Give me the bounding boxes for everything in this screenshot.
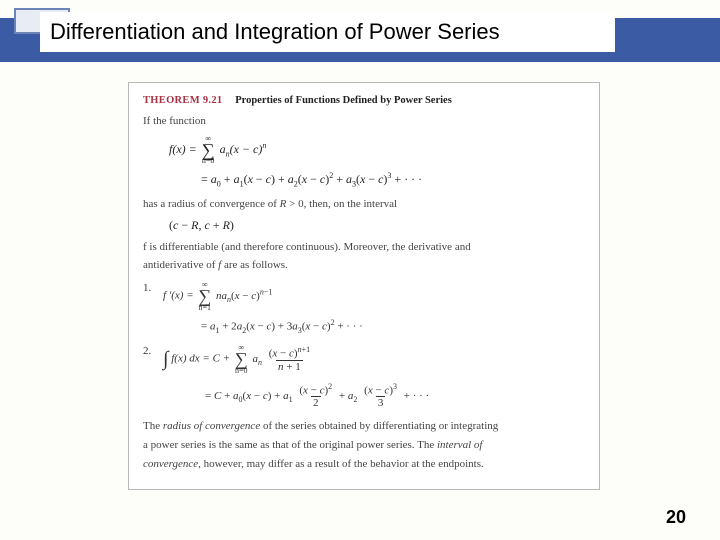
integral-item: 2. ∫ f(x) dx = C + ∞ ∑ n=0 an (x − c)n+1… <box>143 344 585 409</box>
integral-icon: ∫ <box>163 349 168 371</box>
theorem-header: THEOREM 9.21 Properties of Functions Def… <box>143 93 585 108</box>
page-title: Differentiation and Integration of Power… <box>50 19 500 45</box>
derivative-body: f ′(x) = ∞ ∑ n=1 nan(x − c)n−1 = a1 + 2a… <box>163 281 585 336</box>
integral-expanded: = C + a0(x − c) + a1 (x − c)2 2 + a2 (x … <box>205 383 585 410</box>
footer-3a: convergence, <box>143 458 201 470</box>
footer-3b: however, may differ as a result of the b… <box>201 458 484 470</box>
sum-lower-2: n=1 <box>199 304 212 312</box>
summation-symbol-3: ∞ ∑ n=0 <box>235 344 248 374</box>
deriv-term: nan(x − c)n−1 <box>216 290 272 302</box>
footer-line-1: The radius of convergence of the series … <box>143 419 585 434</box>
footer-2b: interval of <box>437 439 483 451</box>
interval-expr: (c − R, c + R) <box>169 217 585 233</box>
sigma-icon: ∑ <box>202 143 215 157</box>
integral-fraction: (x − c)n+1 n + 1 <box>267 346 312 373</box>
integral-formula: ∫ f(x) dx = C + ∞ ∑ n=0 an (x − c)n+1 n … <box>163 344 585 374</box>
integral-body: ∫ f(x) dx = C + ∞ ∑ n=0 an (x − c)n+1 n … <box>163 344 585 409</box>
int-frac-num: (x − c)n+1 <box>267 346 312 360</box>
int-frac-den: n + 1 <box>276 360 303 373</box>
footer-line-3: convergence, however, may differ as a re… <box>143 457 585 472</box>
theorem-if-line: If the function <box>143 114 585 129</box>
theorem-number: THEOREM 9.21 <box>143 95 222 106</box>
diff-text-1: f is differentiable (and therefore conti… <box>143 240 585 255</box>
fprime-lhs: f ′(x) = <box>163 290 196 302</box>
page-number: 20 <box>666 507 686 528</box>
int-exp-frac2: (x − c)3 3 <box>362 383 399 410</box>
int-exp-frac1: (x − c)2 2 <box>297 383 334 410</box>
fx-lhs: f(x) = <box>169 142 200 156</box>
f1-num: (x − c)2 <box>297 383 334 397</box>
header-title-box: Differentiation and Integration of Power… <box>40 12 615 52</box>
sigma-icon-2: ∑ <box>198 289 211 303</box>
footer-2a: a power series is the same as that of th… <box>143 439 437 451</box>
function-definition: f(x) = ∞ ∑ n=0 an(x − c)n <box>169 135 585 165</box>
f2-num: (x − c)3 <box>362 383 399 397</box>
series-term: an(x − c)n <box>220 142 267 156</box>
sigma-icon-3: ∑ <box>235 352 248 366</box>
sum-lower-3: n=0 <box>235 367 248 375</box>
footer-1c: of the series obtained by differentiatin… <box>260 420 498 432</box>
footer-1a: The <box>143 420 163 432</box>
derivative-expanded: = a1 + 2a2(x − c) + 3a3(x − c)2 + · · · <box>201 318 585 337</box>
summation-symbol-2: ∞ ∑ n=1 <box>198 281 211 311</box>
sum-lower: n=0 <box>202 157 215 165</box>
list-number-1: 1. <box>143 281 163 336</box>
derivative-formula: f ′(x) = ∞ ∑ n=1 nan(x − c)n−1 <box>163 281 585 311</box>
theorem-title: Properties of Functions Defined by Power… <box>235 95 452 106</box>
footer-line-2: a power series is the same as that of th… <box>143 438 585 453</box>
integral-lhs: f(x) dx = C + <box>171 353 233 365</box>
theorem-box: THEOREM 9.21 Properties of Functions Def… <box>128 82 600 490</box>
int-an: an <box>252 353 262 365</box>
list-number-2: 2. <box>143 344 163 409</box>
footer-1b: radius of convergence <box>163 420 260 432</box>
radius-text: has a radius of convergence of R > 0, th… <box>143 197 585 212</box>
f2-den: 3 <box>376 396 386 409</box>
f1-den: 2 <box>311 396 321 409</box>
expanded-series: = a0 + a1(x − c) + a2(x − c)2 + a3(x − c… <box>201 172 422 186</box>
diff-text-2: antiderivative of f are as follows. <box>143 258 585 273</box>
derivative-item: 1. f ′(x) = ∞ ∑ n=1 nan(x − c)n−1 = a1 +… <box>143 281 585 336</box>
function-expanded: = a0 + a1(x − c) + a2(x − c)2 + a3(x − c… <box>201 171 585 190</box>
summation-symbol: ∞ ∑ n=0 <box>202 135 215 165</box>
